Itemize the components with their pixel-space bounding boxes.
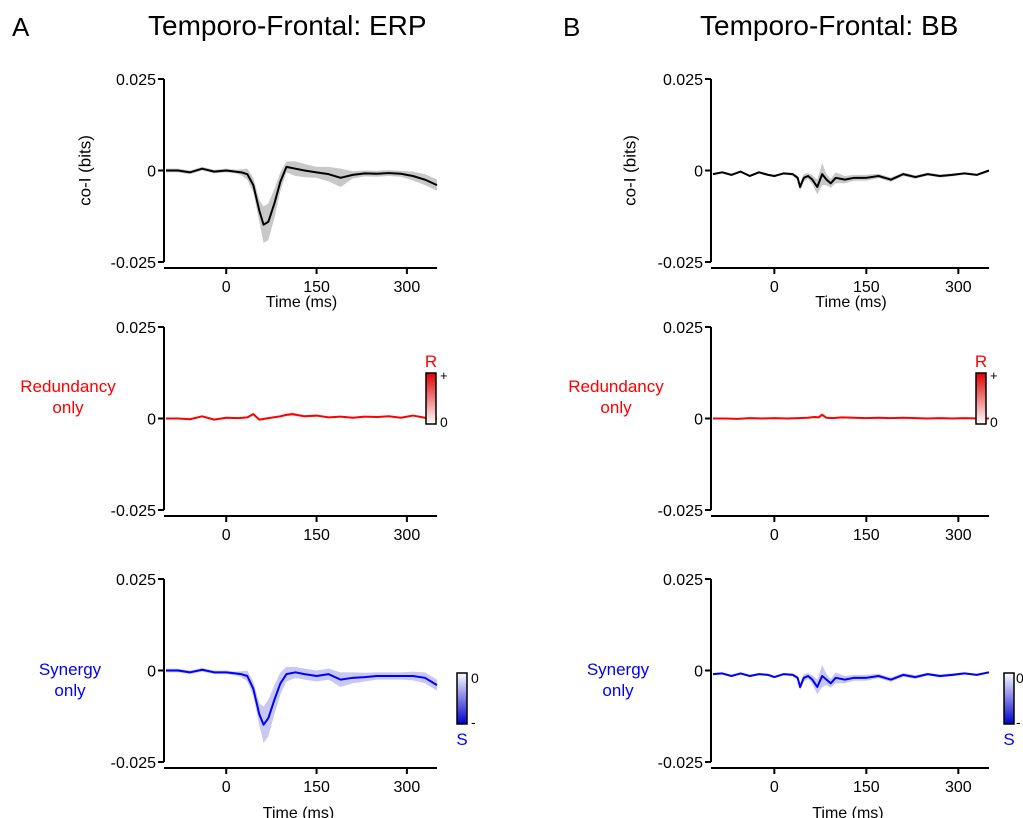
y-tick-label: 0.025 [116, 572, 156, 589]
panel-title-b: Temporo-Frontal: BB [700, 10, 959, 41]
panel-letter-b: B [563, 12, 581, 42]
y-tick-label: 0 [694, 164, 703, 181]
x-tick-label: 300 [394, 279, 421, 296]
row-label-synergy-b: Synergy only [586, 660, 650, 700]
panel-title-a: Temporo-Frontal: ERP [148, 10, 427, 41]
x-axis-label: Time (ms) [266, 294, 337, 311]
series-line [712, 671, 990, 688]
colorbar-letter: S [456, 730, 467, 749]
y-tick-label: -0.025 [658, 755, 703, 772]
series-line [166, 668, 438, 726]
chart-a-synergy: -0.025 0 0.025 0 150 300 Time (ms) [111, 572, 438, 818]
colorbar-gradient [456, 672, 468, 725]
colorbar-bottom-label: 0 [440, 414, 448, 430]
x-tick-label: 300 [945, 527, 972, 544]
colorbar-gradient [1003, 672, 1015, 725]
y-tick-label: 0.025 [116, 72, 156, 89]
x-tick-label: 0 [770, 279, 779, 296]
colorbar-top-label: 0 [471, 670, 479, 686]
colorbar-bottom-label: - [1016, 714, 1021, 730]
series-line [166, 413, 438, 421]
colorbar-bottom-label: 0 [990, 414, 998, 430]
series-line [713, 413, 989, 420]
colorbar-redundancy-a: R + 0 [425, 352, 448, 430]
x-tick-label: 0 [222, 779, 231, 796]
x-tick-label: 0 [222, 527, 231, 544]
colorbar-top-label: + [990, 368, 998, 383]
y-tick-label: -0.025 [658, 503, 703, 520]
x-axis-label: Time (ms) [263, 805, 334, 818]
chart-a-redundancy: -0.025 0 0.025 0 150 300 [111, 320, 438, 544]
y-tick-label: 0.025 [116, 320, 156, 337]
x-tick-label: 150 [853, 779, 880, 796]
colorbar-letter: R [425, 352, 437, 371]
x-tick-label: 300 [945, 279, 972, 296]
x-tick-label: 0 [770, 779, 779, 796]
chart-b-synergy: -0.025 0 0.025 0 150 300 Time (ms) [658, 572, 990, 818]
x-tick-label: 150 [303, 779, 330, 796]
colorbar-letter: S [1003, 730, 1014, 749]
chart-a-co-i: -0.025 0 0.025 0 150 300 Time (ms) [111, 72, 438, 311]
x-axis-label: Time (ms) [815, 294, 886, 311]
x-tick-label: 0 [222, 279, 231, 296]
row-label-synergy-a: Synergy only [38, 660, 102, 700]
y-tick-label: -0.025 [111, 755, 156, 772]
colorbar-gradient [425, 372, 437, 425]
series-line [166, 165, 438, 226]
row-label-redundancy-b: Redundancy only [568, 377, 664, 417]
series-line [712, 169, 990, 188]
x-tick-label: 150 [853, 527, 880, 544]
y-tick-label: 0.025 [663, 72, 703, 89]
y-tick-label: -0.025 [658, 255, 703, 272]
y-tick-label: 0 [694, 664, 703, 681]
colorbar-bottom-label: - [471, 714, 476, 730]
colorbar-top-label: + [440, 368, 448, 383]
error-band [713, 665, 989, 695]
y-tick-label: -0.025 [111, 503, 156, 520]
y-tick-label: 0.025 [663, 320, 703, 337]
row-label-redundancy-a: Redundancy only [20, 377, 116, 417]
y-tick-label: 0 [147, 164, 156, 181]
error-band [166, 666, 437, 743]
x-tick-label: 0 [770, 527, 779, 544]
x-tick-label: 300 [394, 527, 421, 544]
y-tick-label: -0.025 [111, 255, 156, 272]
x-tick-label: 300 [394, 779, 421, 796]
colorbar-letter: R [975, 352, 987, 371]
y-tick-label: 0 [694, 412, 703, 429]
panel-letter-a: A [12, 12, 30, 42]
x-tick-label: 300 [945, 779, 972, 796]
chart-b-redundancy: -0.025 0 0.025 0 150 300 [658, 320, 989, 544]
colorbar-synergy-a: 0 - S [456, 670, 479, 749]
x-axis-label: Time (ms) [812, 805, 883, 818]
x-tick-label: 150 [303, 279, 330, 296]
colorbar-gradient [975, 372, 987, 425]
colorbar-redundancy-b: R + 0 [975, 352, 998, 430]
chart-b-co-i: -0.025 0 0.025 0 150 300 Time (ms) [658, 72, 990, 311]
colorbar-top-label: 0 [1016, 670, 1023, 686]
x-tick-label: 150 [303, 527, 330, 544]
y-tick-label: 0 [147, 412, 156, 429]
y-tick-label: 0 [147, 664, 156, 681]
x-tick-label: 150 [853, 279, 880, 296]
colorbar-synergy-b: 0 - S [1003, 670, 1023, 749]
y-tick-label: 0.025 [663, 572, 703, 589]
